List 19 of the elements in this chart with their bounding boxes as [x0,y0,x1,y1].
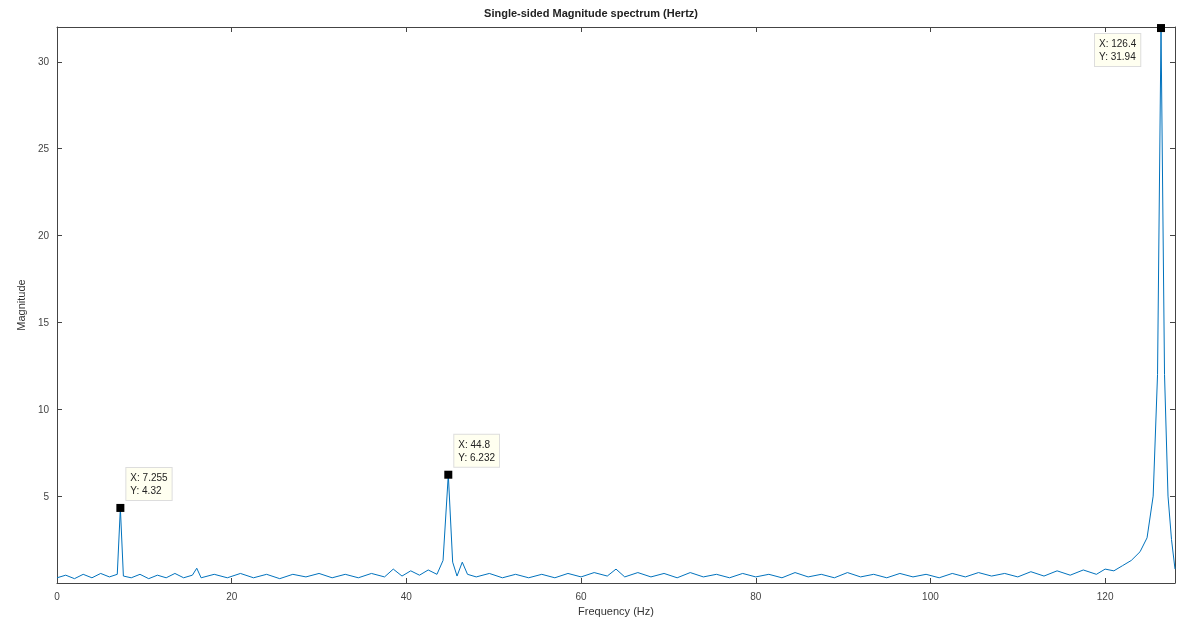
x-tick-label: 0 [54,590,61,602]
x-tick-label: 120 [1096,590,1114,602]
chart-title: Single-sided Magnitude spectrum (Hertz) [484,6,699,19]
y-tick-label: 30 [37,56,50,68]
y-axis-title: Magnitude [15,279,28,331]
x-tick-label: 80 [750,590,762,602]
x-tick-label: 40 [400,590,413,602]
y-tick-label: 25 [37,143,50,155]
y-tick-label: 15 [37,316,50,328]
y-tick-label: 5 [43,490,50,502]
annotation: X: 44.8 Y: 6.232 [458,438,496,463]
x-tick-label: 60 [575,590,588,602]
x-tick-label: 20 [226,590,238,602]
annotation: X: 7.255 Y: 4.32 [130,471,169,496]
x-axis-title: Frequency (Hz) [578,605,654,618]
x-tick-label: 100 [922,590,940,602]
y-tick-label: 10 [37,403,50,415]
y-tick-label: 20 [37,230,50,241]
annotation: X: 126.4 Y: 31.94 [1099,38,1137,63]
